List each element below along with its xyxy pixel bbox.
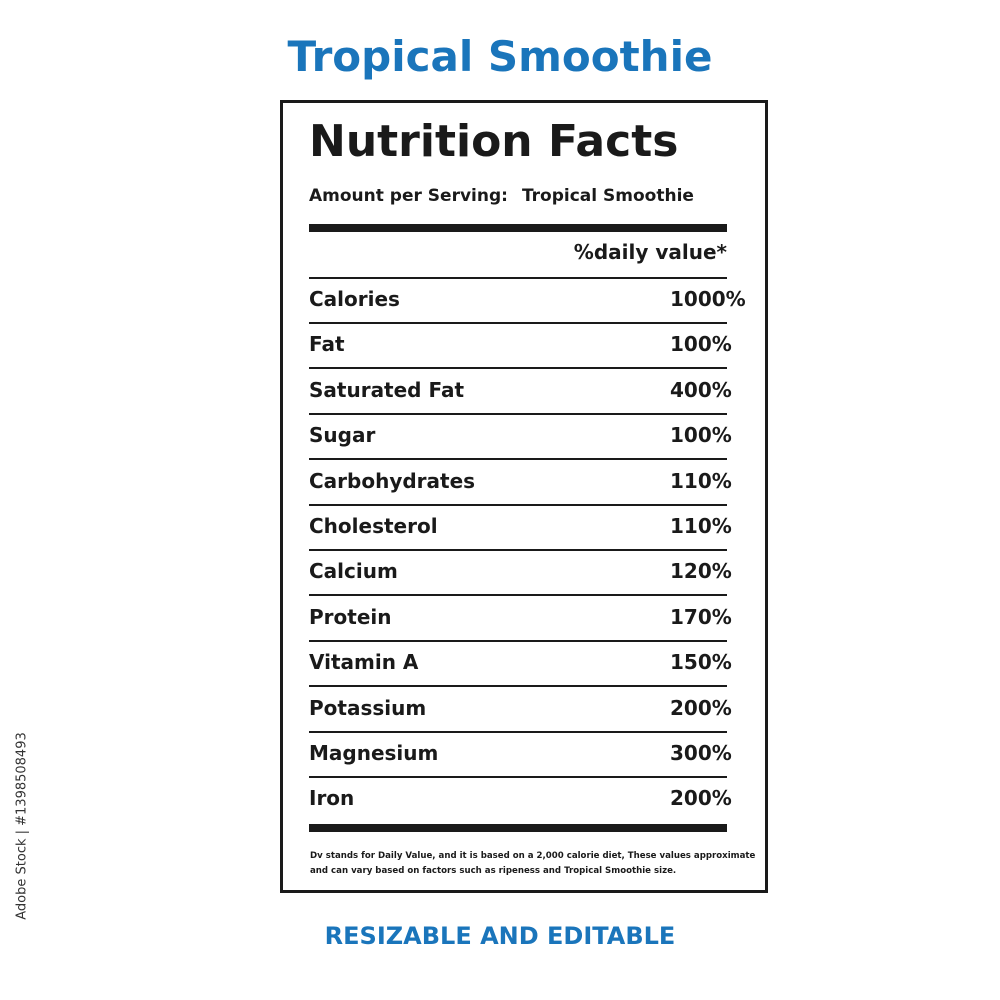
row-rule — [309, 458, 727, 461]
nutrient-name: Sugar — [309, 423, 376, 448]
nutrient-name: Protein — [309, 604, 392, 629]
thick-rule — [309, 824, 727, 832]
nutrient-value: 400% — [670, 377, 732, 402]
nutrient-value: 170% — [670, 604, 732, 629]
nutrient-name: Fat — [309, 332, 345, 357]
row-rule — [309, 730, 727, 733]
nutrient-name: Carbohydrates — [309, 468, 476, 493]
watermark: Adobe Stock | #1398508493 — [14, 732, 30, 920]
serving-value: Tropical Smoothie — [521, 186, 694, 206]
row-rule — [309, 776, 727, 778]
heading: Nutrition Facts — [309, 116, 679, 167]
row-rule — [309, 549, 727, 551]
nutrient-value: 110% — [670, 514, 732, 538]
nutrient-value: 120% — [670, 559, 732, 584]
nutrient-name: Iron — [309, 786, 355, 811]
nutrient-value: 100% — [670, 423, 732, 448]
row-rule — [309, 639, 727, 642]
rule — [309, 277, 727, 279]
row-rule — [309, 685, 727, 688]
serving: Amount per Serving: Tropical Smoothie — [309, 186, 694, 206]
nutrient-value: 200% — [670, 786, 732, 811]
serving-label: Amount per Serving: — [309, 186, 508, 206]
thick-rule — [309, 224, 727, 232]
nutrient-value: 110% — [670, 468, 732, 493]
nutrient-name: Saturated Fat — [309, 377, 465, 402]
nutrient-name: Vitamin A — [309, 650, 419, 675]
title: Tropical Smoothie — [287, 32, 713, 81]
row-rule — [309, 322, 727, 324]
nutrient-value: 200% — [670, 695, 732, 720]
nutrient-name: Cholesterol — [309, 514, 438, 538]
nutrient-name: Potassium — [309, 695, 427, 720]
nutrient-name: Calories — [309, 287, 400, 311]
nutrient-value: 100% — [670, 332, 732, 357]
nutrient-value: 150% — [670, 650, 732, 675]
nutrient-value: 1000% — [670, 287, 746, 311]
row-rule — [309, 503, 727, 506]
row-rule — [309, 594, 727, 597]
footnote-line: Dv stands for Daily Value, and it is bas… — [310, 851, 756, 861]
nutrient-value: 300% — [670, 741, 732, 765]
row-rule — [309, 412, 727, 415]
row-rule — [309, 367, 727, 370]
nutrient-name: Calcium — [309, 559, 398, 584]
label-box — [280, 100, 768, 893]
footnote-line: and can vary based on factors such as ri… — [310, 866, 677, 876]
nutrient-name: Magnesium — [309, 741, 439, 765]
dv-header: %daily value* — [573, 240, 727, 264]
footer: RESIZABLE AND EDITABLE — [324, 922, 676, 950]
